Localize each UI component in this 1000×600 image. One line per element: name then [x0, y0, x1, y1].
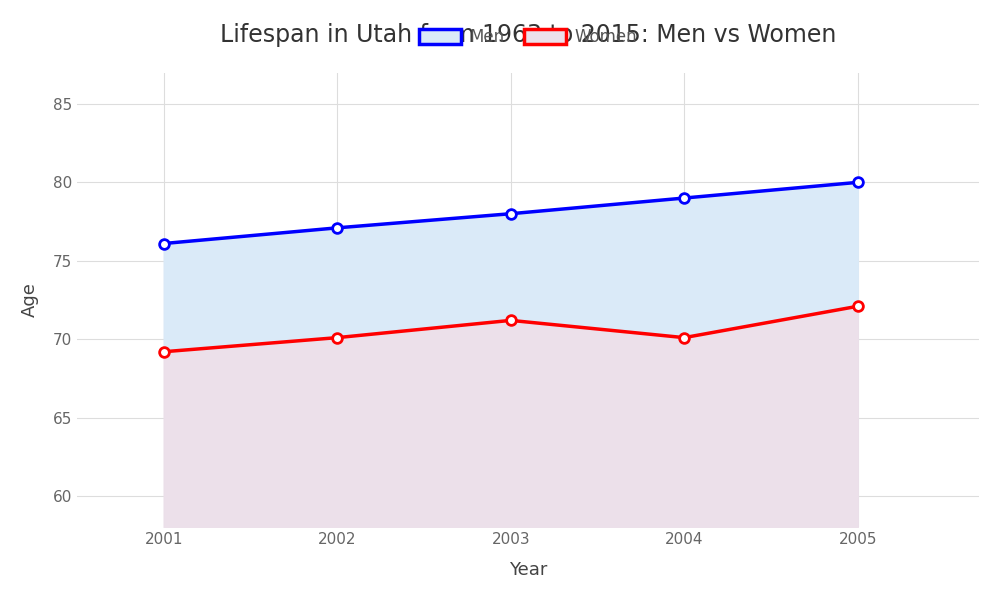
Y-axis label: Age: Age: [21, 283, 39, 317]
Legend: Men, Women: Men, Women: [413, 22, 644, 53]
Title: Lifespan in Utah from 1963 to 2015: Men vs Women: Lifespan in Utah from 1963 to 2015: Men …: [220, 23, 836, 47]
X-axis label: Year: Year: [509, 561, 547, 579]
